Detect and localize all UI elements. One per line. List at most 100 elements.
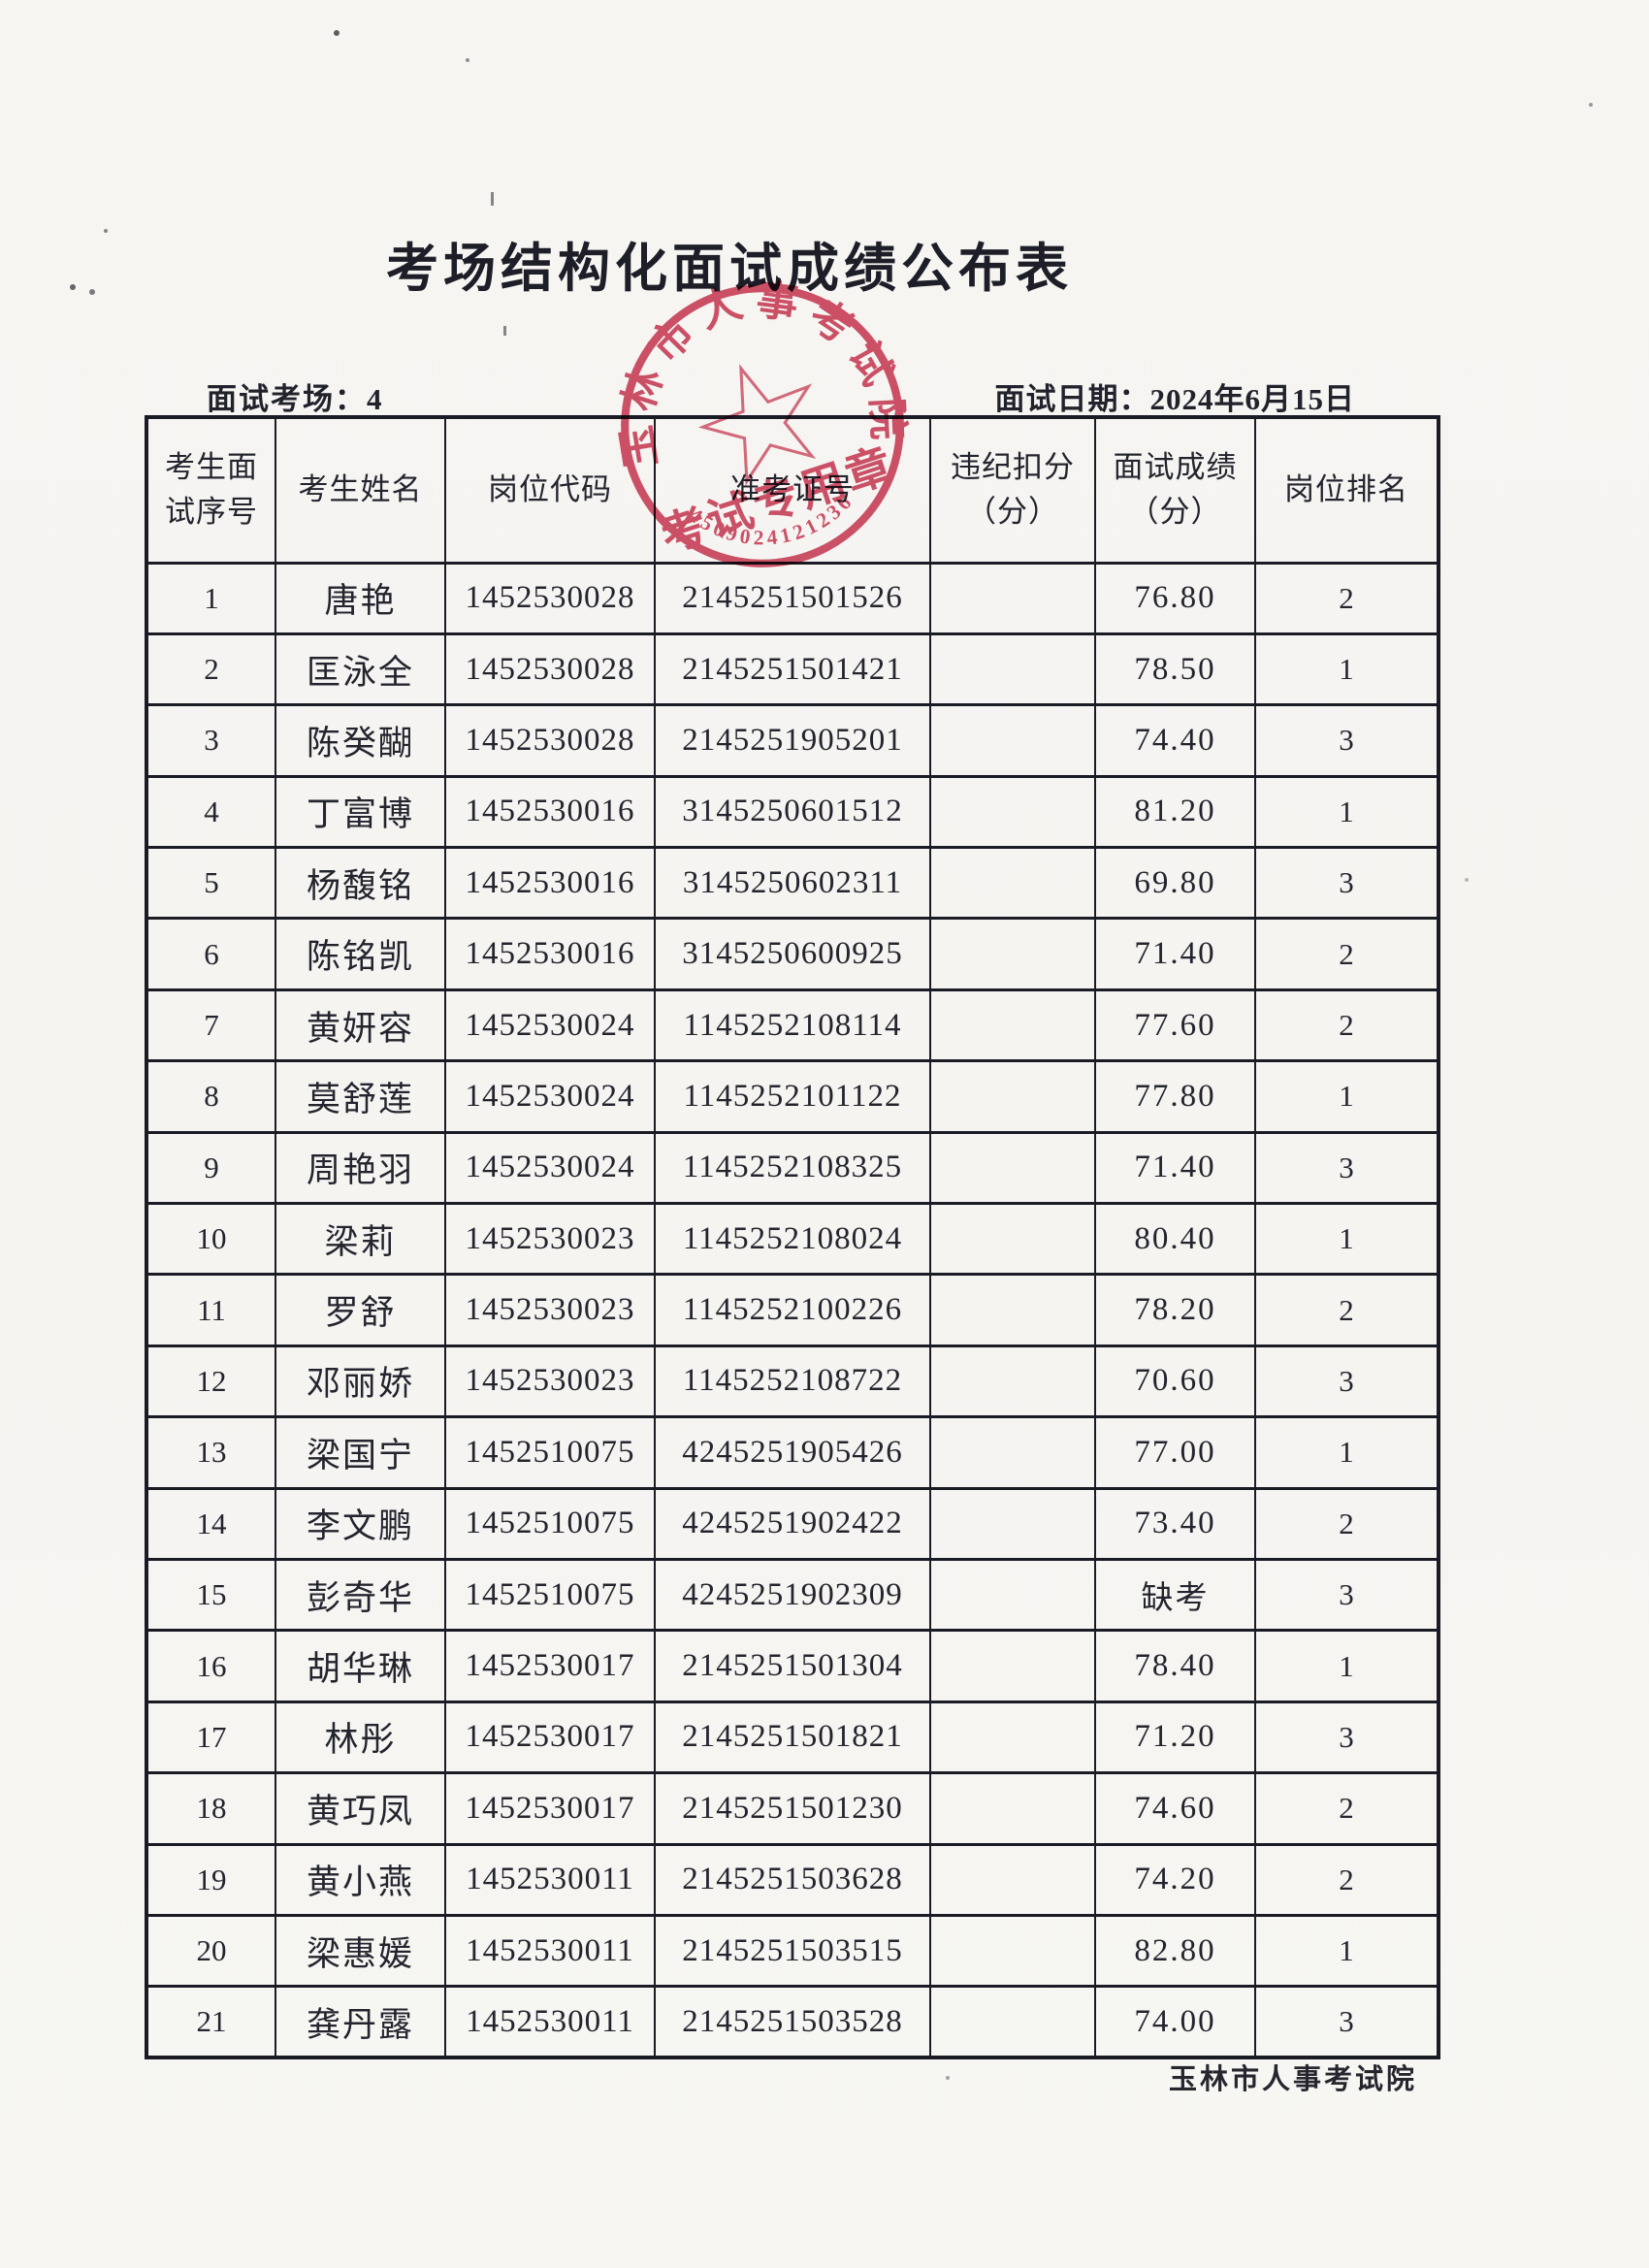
cell-ticket-no: 2145251501821 bbox=[654, 1700, 931, 1775]
cell-name: 李文鹏 bbox=[275, 1486, 446, 1561]
cell-name: 黄妍容 bbox=[275, 988, 446, 1063]
cell-rank: 2 bbox=[1254, 988, 1439, 1063]
cell-post-code: 1452530016 bbox=[444, 846, 656, 921]
cell-post-code: 1452530011 bbox=[444, 1913, 656, 1989]
table-row: 2 匡泳全 1452530028 2145251501421 78.50 1 bbox=[146, 632, 1439, 707]
cell-post-code: 1452510075 bbox=[444, 1557, 656, 1633]
cell-post-code: 1452530024 bbox=[444, 1059, 656, 1134]
cell-post-code: 1452530017 bbox=[444, 1629, 656, 1703]
table-row: 19 黄小燕 1452530011 2145251503628 74.20 2 bbox=[146, 1842, 1439, 1917]
cell-name: 龚丹露 bbox=[275, 1985, 446, 2059]
cell-ticket-no: 1145252108325 bbox=[654, 1130, 931, 1206]
cell-penalty bbox=[929, 1629, 1096, 1703]
cell-seq: 10 bbox=[146, 1202, 276, 1277]
cell-name: 彭奇华 bbox=[275, 1557, 446, 1633]
cell-rank: 2 bbox=[1254, 1486, 1439, 1561]
cell-name: 陈癸醐 bbox=[275, 703, 446, 778]
cell-rank: 1 bbox=[1254, 774, 1439, 850]
header-row: 考生面 试序号 考生姓名 岗位代码 准考证号 违纪扣分 （分） 面试成绩 （分）… bbox=[146, 415, 1439, 565]
cell-penalty bbox=[929, 1557, 1096, 1633]
cell-name: 唐艳 bbox=[275, 561, 446, 635]
cell-penalty bbox=[929, 1771, 1096, 1846]
header-ticket-no: 准考证号 bbox=[654, 415, 931, 565]
cell-seq: 13 bbox=[146, 1415, 276, 1490]
cell-post-code: 1452530011 bbox=[444, 1985, 656, 2059]
cell-seq: 2 bbox=[146, 632, 276, 707]
cell-score: 78.20 bbox=[1094, 1273, 1256, 1347]
scan-mark bbox=[491, 192, 494, 206]
cell-rank: 2 bbox=[1254, 1842, 1439, 1917]
cell-post-code: 1452530011 bbox=[444, 1842, 656, 1917]
cell-post-code: 1452530024 bbox=[444, 1130, 656, 1206]
cell-ticket-no: 2145251503628 bbox=[654, 1842, 931, 1917]
cell-score: 77.00 bbox=[1094, 1415, 1256, 1490]
results-table-header: 考生面 试序号 考生姓名 岗位代码 准考证号 违纪扣分 （分） 面试成绩 （分）… bbox=[146, 415, 1439, 565]
header-name: 考生姓名 bbox=[275, 415, 446, 565]
cell-ticket-no: 2145251503528 bbox=[654, 1985, 931, 2059]
cell-penalty bbox=[929, 1985, 1096, 2059]
cell-seq: 5 bbox=[146, 846, 276, 921]
cell-seq: 21 bbox=[146, 1985, 276, 2059]
cell-penalty bbox=[929, 1700, 1096, 1775]
cell-ticket-no: 1145252100226 bbox=[654, 1273, 931, 1347]
cell-post-code: 1452530016 bbox=[444, 774, 656, 850]
table-row: 15 彭奇华 1452510075 4245251902309 缺考 3 bbox=[146, 1557, 1439, 1633]
cell-rank: 3 bbox=[1254, 1344, 1439, 1419]
cell-name: 梁惠媛 bbox=[275, 1913, 446, 1989]
cell-score: 70.60 bbox=[1094, 1344, 1256, 1419]
cell-penalty bbox=[929, 703, 1096, 778]
cell-score: 74.60 bbox=[1094, 1771, 1256, 1846]
cell-seq: 14 bbox=[146, 1486, 276, 1561]
cell-rank: 1 bbox=[1254, 1202, 1439, 1277]
cell-score: 缺考 bbox=[1094, 1557, 1256, 1633]
cell-seq: 15 bbox=[146, 1557, 276, 1633]
cell-score: 80.40 bbox=[1094, 1202, 1256, 1277]
table-row: 4 丁富博 1452530016 3145250601512 81.20 1 bbox=[146, 774, 1439, 850]
table-row: 18 黄巧凤 1452530017 2145251501230 74.60 2 bbox=[146, 1771, 1439, 1846]
cell-ticket-no: 4245251905426 bbox=[654, 1415, 931, 1490]
issuing-authority: 玉林市人事考试院 bbox=[1168, 2064, 1417, 2095]
cell-seq: 20 bbox=[146, 1913, 276, 1989]
cell-score: 77.60 bbox=[1094, 988, 1256, 1063]
cell-penalty bbox=[929, 774, 1096, 850]
table-row: 20 梁惠媛 1452530011 2145251503515 82.80 1 bbox=[146, 1913, 1439, 1989]
header-post-code: 岗位代码 bbox=[444, 415, 656, 565]
cell-post-code: 1452530016 bbox=[444, 917, 656, 991]
cell-seq: 16 bbox=[146, 1629, 276, 1703]
cell-rank: 2 bbox=[1254, 917, 1439, 991]
interview-room-label: 面试考场：4 bbox=[207, 382, 384, 416]
cell-penalty bbox=[929, 561, 1096, 635]
cell-name: 黄巧凤 bbox=[275, 1771, 446, 1846]
header-seq: 考生面 试序号 bbox=[146, 415, 276, 565]
table-row: 3 陈癸醐 1452530028 2145251905201 74.40 3 bbox=[146, 703, 1439, 778]
cell-penalty bbox=[929, 917, 1096, 991]
cell-seq: 1 bbox=[146, 561, 276, 635]
table-row: 8 莫舒莲 1452530024 1145252101122 77.80 1 bbox=[146, 1059, 1439, 1134]
cell-name: 匡泳全 bbox=[275, 632, 446, 707]
cell-score: 78.40 bbox=[1094, 1629, 1256, 1703]
cell-seq: 18 bbox=[146, 1771, 276, 1846]
cell-rank: 1 bbox=[1254, 1415, 1439, 1490]
cell-rank: 1 bbox=[1254, 1629, 1439, 1703]
cell-score: 77.80 bbox=[1094, 1059, 1256, 1134]
cell-ticket-no: 2145251503515 bbox=[654, 1913, 931, 1989]
header-rank: 岗位排名 bbox=[1254, 415, 1439, 565]
cell-penalty bbox=[929, 846, 1096, 921]
cell-penalty bbox=[929, 1344, 1096, 1419]
header-penalty: 违纪扣分 （分） bbox=[929, 415, 1096, 565]
cell-name: 胡华琳 bbox=[275, 1629, 446, 1703]
cell-score: 71.20 bbox=[1094, 1700, 1256, 1775]
cell-name: 陈铭凯 bbox=[275, 917, 446, 991]
cell-post-code: 1452530023 bbox=[444, 1202, 656, 1277]
cell-score: 74.40 bbox=[1094, 703, 1256, 778]
scan-mark bbox=[503, 326, 506, 336]
cell-ticket-no: 3145250600925 bbox=[654, 917, 931, 991]
cell-rank: 2 bbox=[1254, 1273, 1439, 1347]
cell-rank: 3 bbox=[1254, 1985, 1439, 2059]
cell-rank: 3 bbox=[1254, 1130, 1439, 1206]
cell-score: 74.20 bbox=[1094, 1842, 1256, 1917]
results-table: 考生面 试序号 考生姓名 岗位代码 准考证号 违纪扣分 （分） 面试成绩 （分）… bbox=[145, 415, 1440, 2060]
cell-rank: 3 bbox=[1254, 846, 1439, 921]
cell-ticket-no: 2145251501230 bbox=[654, 1771, 931, 1846]
cell-name: 梁国宁 bbox=[275, 1415, 446, 1490]
